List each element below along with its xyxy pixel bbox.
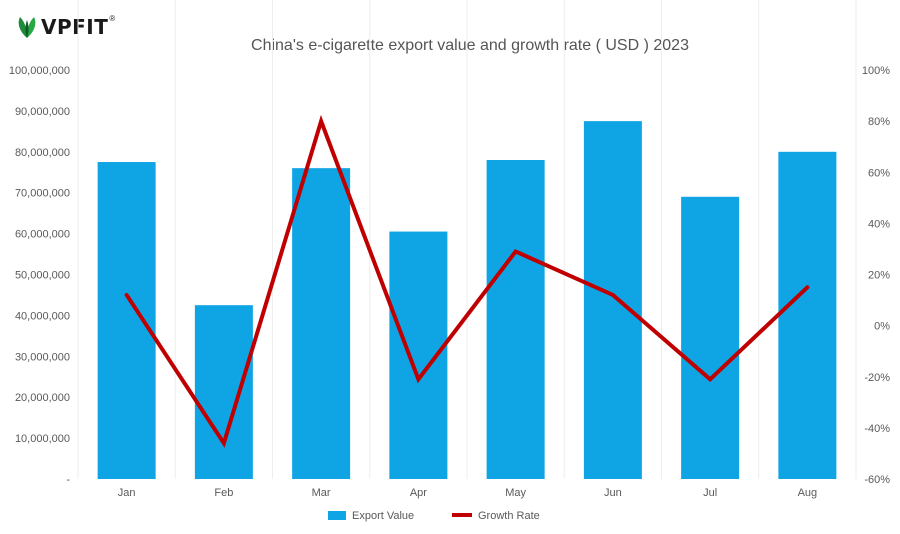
bar-feb bbox=[194, 305, 253, 479]
grid-lines bbox=[77, 0, 857, 479]
right-tick-label: 80% bbox=[868, 116, 890, 128]
x-tick-label: Feb bbox=[214, 487, 233, 499]
x-axis: Jan Feb Mar Apr May Jun Jul Aug bbox=[118, 487, 817, 499]
bar-aug bbox=[778, 151, 837, 480]
left-tick-label: 40,000,000 bbox=[15, 310, 70, 322]
brand-logo: VPFIT ® bbox=[14, 14, 115, 40]
left-tick-label: 10,000,000 bbox=[15, 433, 70, 445]
legend-label-growth-rate: Growth Rate bbox=[478, 510, 540, 522]
growth-line bbox=[124, 114, 810, 448]
left-tick-label: 30,000,000 bbox=[15, 351, 70, 363]
right-tick-label: 40% bbox=[868, 218, 890, 230]
registered-mark: ® bbox=[109, 14, 116, 23]
left-tick-label: 60,000,000 bbox=[15, 229, 70, 241]
bar-jul bbox=[681, 196, 740, 480]
x-tick-label: Jun bbox=[604, 487, 622, 499]
bars bbox=[97, 121, 837, 480]
left-tick-label: 70,000,000 bbox=[15, 188, 70, 200]
left-tick-label: 80,000,000 bbox=[15, 147, 70, 159]
left-tick-label: 100,000,000 bbox=[9, 65, 70, 77]
right-axis: -60% -40% -20% 0% 20% 40% 60% 80% 100% bbox=[862, 65, 890, 486]
left-tick-label: - bbox=[66, 474, 70, 486]
growth-rate-line bbox=[124, 114, 810, 448]
right-tick-label: -20% bbox=[864, 372, 890, 384]
legend-swatch-export-value bbox=[328, 511, 346, 520]
bar-mar bbox=[292, 168, 351, 479]
x-tick-label: May bbox=[505, 487, 526, 499]
x-tick-label: Aug bbox=[798, 487, 818, 499]
legend-label-export-value: Export Value bbox=[352, 510, 414, 522]
x-tick-label: Jul bbox=[703, 487, 717, 499]
bar-jan bbox=[97, 162, 156, 479]
right-tick-label: 0% bbox=[874, 321, 890, 333]
chart-title: China's e-cigarette export value and gro… bbox=[251, 37, 689, 54]
left-axis: - 10,000,000 20,000,000 30,000,000 40,000,00… bbox=[9, 65, 71, 486]
legend: Export Value Growth Rate bbox=[328, 510, 540, 522]
right-tick-label: -60% bbox=[864, 474, 890, 486]
brand-name: VPFIT bbox=[41, 15, 109, 39]
leaf-icon bbox=[18, 17, 36, 38]
right-tick-label: 60% bbox=[868, 167, 890, 179]
right-tick-label: 20% bbox=[868, 270, 890, 282]
left-tick-label: 20,000,000 bbox=[15, 392, 70, 404]
x-tick-label: Jan bbox=[118, 487, 136, 499]
x-tick-label: Mar bbox=[312, 487, 331, 499]
left-tick-label: 90,000,000 bbox=[15, 106, 70, 118]
bar-may bbox=[486, 159, 545, 480]
right-tick-label: 100% bbox=[862, 65, 890, 77]
left-tick-label: 50,000,000 bbox=[15, 270, 70, 282]
x-tick-label: Apr bbox=[410, 487, 427, 499]
bar-jun bbox=[583, 121, 642, 479]
right-tick-label: -40% bbox=[864, 423, 890, 435]
